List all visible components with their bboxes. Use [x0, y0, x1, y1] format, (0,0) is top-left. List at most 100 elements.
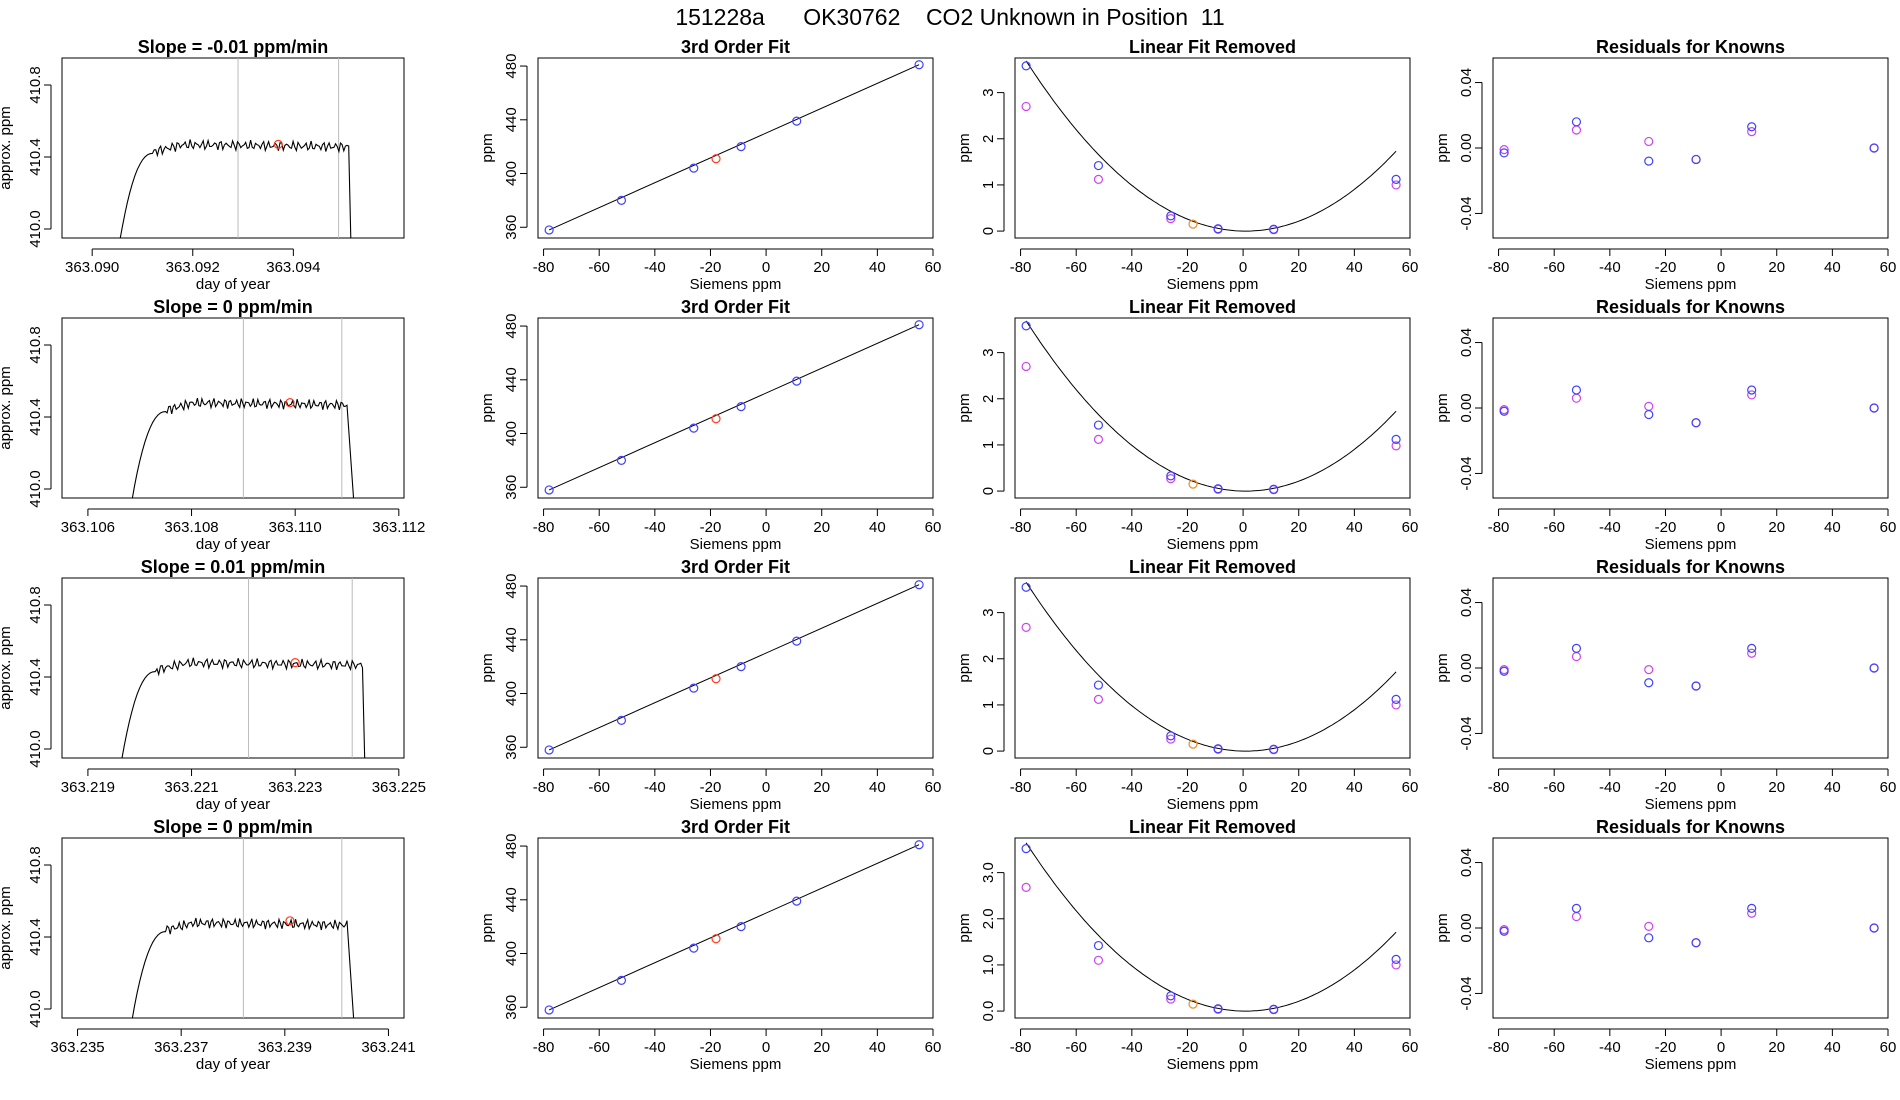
- x-tick-label: -40: [1599, 519, 1621, 536]
- x-tick-label: 363.241: [361, 1039, 415, 1056]
- plot-frame: [537, 57, 934, 239]
- known-point: [1747, 903, 1757, 913]
- panel-title: Slope = 0 ppm/min: [153, 817, 313, 837]
- y-tick-label: -0.04: [1458, 456, 1475, 490]
- plot-area: [1021, 60, 1401, 235]
- unknown-point: [290, 657, 300, 668]
- plot-frame: [537, 837, 934, 1019]
- fit-point: [1571, 911, 1582, 922]
- y-tick-label: 3: [980, 608, 997, 616]
- x-tick-label: -80: [1010, 1039, 1032, 1056]
- known-point: [1499, 926, 1509, 936]
- panel-title: Linear Fit Removed: [1129, 817, 1296, 837]
- x-tick-label: 20: [813, 259, 830, 276]
- known-point: [736, 662, 746, 672]
- known-point: [1691, 938, 1701, 948]
- known-point: [1747, 385, 1757, 395]
- x-tick-label: -40: [1599, 779, 1621, 796]
- panel-r2-c4: Residuals for Knowns -80 -60 -40 -20 0 20 40 60 S…: [1434, 297, 1896, 553]
- fit-point: [1166, 214, 1176, 224]
- plot-frame: [1014, 57, 1411, 239]
- y-tick-label: 480: [503, 54, 520, 79]
- plot-area: [131, 838, 355, 1018]
- x-tick-label: 40: [1346, 519, 1363, 536]
- x-tick-label: 363.225: [372, 779, 426, 796]
- plot-area: [544, 580, 924, 755]
- known-point: [1691, 154, 1701, 165]
- known-point: [1644, 678, 1654, 688]
- fit-point: [1391, 700, 1401, 710]
- known-point: [1269, 224, 1279, 234]
- known-point: [1691, 418, 1701, 428]
- x-tick-label: 20: [1768, 519, 1785, 536]
- x-tick-label: -20: [1655, 1039, 1677, 1056]
- y-tick-label: -0.04: [1458, 716, 1475, 750]
- x-axis-label: Siemens ppm: [1167, 536, 1259, 553]
- x-tick-label: 363.106: [61, 519, 115, 536]
- panel-r3-c1: Slope = 0.01 ppm/min 363.219 363.221 363.22…: [0, 557, 426, 813]
- x-tick-label: 0: [1717, 1039, 1725, 1056]
- known-point: [616, 975, 627, 985]
- x-tick-label: -80: [1010, 779, 1032, 796]
- x-tick-label: 0: [1239, 779, 1247, 796]
- x-tick-label: -40: [644, 259, 666, 276]
- x-axis-label: day of year: [196, 276, 270, 293]
- x-tick-label: 363.108: [164, 519, 218, 536]
- x-tick-label: -40: [1599, 1039, 1621, 1056]
- x-tick-label: -40: [1121, 779, 1143, 796]
- x-tick-label: -80: [533, 519, 555, 536]
- plot-area: [121, 578, 366, 758]
- unknown-point: [273, 139, 283, 149]
- known-point: [1499, 666, 1509, 676]
- y-tick-label: 440: [503, 107, 520, 132]
- y-tick-label: 0.04: [1458, 328, 1475, 357]
- known-point: [1499, 148, 1509, 158]
- known-point: [736, 402, 746, 412]
- x-tick-label: 20: [1768, 259, 1785, 276]
- x-tick-label: -20: [1177, 519, 1199, 536]
- x-tick-label: 20: [1768, 779, 1785, 796]
- x-tick-label: -60: [1543, 779, 1565, 796]
- fit-point: [1747, 648, 1757, 658]
- known-point: [914, 60, 924, 70]
- x-tick-label: 20: [813, 519, 830, 536]
- fit-point: [1166, 994, 1176, 1004]
- x-tick-label: -60: [1065, 779, 1087, 796]
- known-point: [1093, 940, 1104, 951]
- known-point: [1571, 385, 1582, 395]
- plot-frame: [1014, 317, 1411, 499]
- panel-r2-c2: 3rd Order Fit -80 -60 -40 -20 0 20 40 60 Siemens …: [479, 297, 941, 553]
- fit-point: [1644, 136, 1654, 147]
- x-tick-label: 363.110: [269, 519, 322, 536]
- known-point: [616, 195, 627, 205]
- known-point: [1869, 923, 1879, 933]
- fit-point: [1644, 921, 1654, 931]
- x-tick-label: 40: [1824, 779, 1841, 796]
- x-tick-label: 0: [1239, 519, 1247, 536]
- panel-r3-c2: 3rd Order Fit -80 -60 -40 -20 0 20 40 60 Siemens …: [479, 557, 941, 813]
- y-tick-label: 480: [503, 314, 520, 339]
- x-tick-label: 60: [925, 259, 942, 276]
- x-tick-label: -40: [1599, 259, 1621, 276]
- unknown-point: [711, 154, 721, 164]
- x-axis-label: Siemens ppm: [690, 796, 782, 813]
- known-point: [792, 636, 802, 646]
- known-point: [914, 580, 924, 590]
- y-tick-label: -0.04: [1458, 196, 1475, 230]
- known-point: [736, 142, 746, 152]
- known-point: [544, 485, 554, 495]
- x-tick-label: 40: [869, 779, 886, 796]
- y-axis-label: ppm: [1434, 913, 1451, 942]
- plot-area: [1021, 582, 1401, 755]
- y-tick-label: 410.8: [27, 586, 44, 624]
- plot-frame: [61, 837, 405, 1019]
- known-point: [1869, 403, 1879, 413]
- panel-title: Residuals for Knowns: [1596, 37, 1785, 57]
- y-axis-label: approx. ppm: [0, 366, 14, 449]
- x-tick-label: -20: [1177, 779, 1199, 796]
- concentration-trace: [121, 657, 366, 758]
- panel-title: 3rd Order Fit: [681, 557, 790, 577]
- y-axis-label: ppm: [1434, 133, 1451, 162]
- x-tick-label: 0: [762, 519, 770, 536]
